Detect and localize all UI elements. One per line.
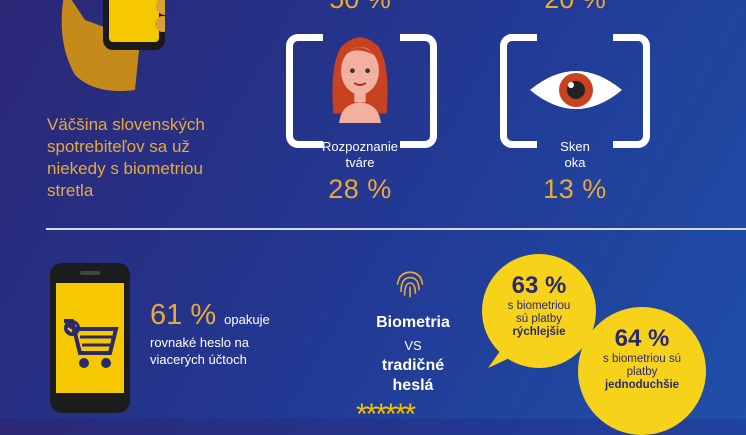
bracket-right-eye <box>613 34 650 148</box>
top-percent-partial-right: 20 % <box>540 0 610 15</box>
eye-icon <box>530 71 622 109</box>
hand-phone-icon <box>61 0 165 91</box>
speed-bubble: 63 % s biometriou sú platby rýchlejšie <box>482 254 596 368</box>
phone-cart-icon <box>50 263 130 413</box>
password-percent: 61 % opakuje <box>150 299 270 331</box>
traditional-label: tradičné heslá <box>381 357 445 394</box>
bracket-left-eye <box>500 34 537 148</box>
top-percent-partial-left: 50 % <box>325 0 395 15</box>
bracket-right-face <box>400 34 437 148</box>
face-percent: 28 % <box>328 174 392 204</box>
bracket-left-face <box>286 34 323 148</box>
password-text: rovnaké heslo na viacerých účtoch <box>150 335 250 367</box>
biometria-label: Biometria <box>376 314 450 331</box>
face-caption: Rozpoznanie tváre <box>322 139 398 170</box>
intro-text: Väčšina slovenských spotrebiteľov sa už … <box>47 115 205 200</box>
eye-percent: 13 % <box>543 174 607 204</box>
vs-label: VS <box>404 338 422 353</box>
woman-face-icon <box>332 37 388 123</box>
simplicity-bubble: 64 % s biometriou sú platby jednoduchšie <box>578 307 706 435</box>
password-stars: ****** <box>356 398 416 431</box>
section-divider <box>46 228 746 230</box>
fingerprint-icon <box>396 271 424 298</box>
eye-caption: Sken oka <box>560 139 590 170</box>
